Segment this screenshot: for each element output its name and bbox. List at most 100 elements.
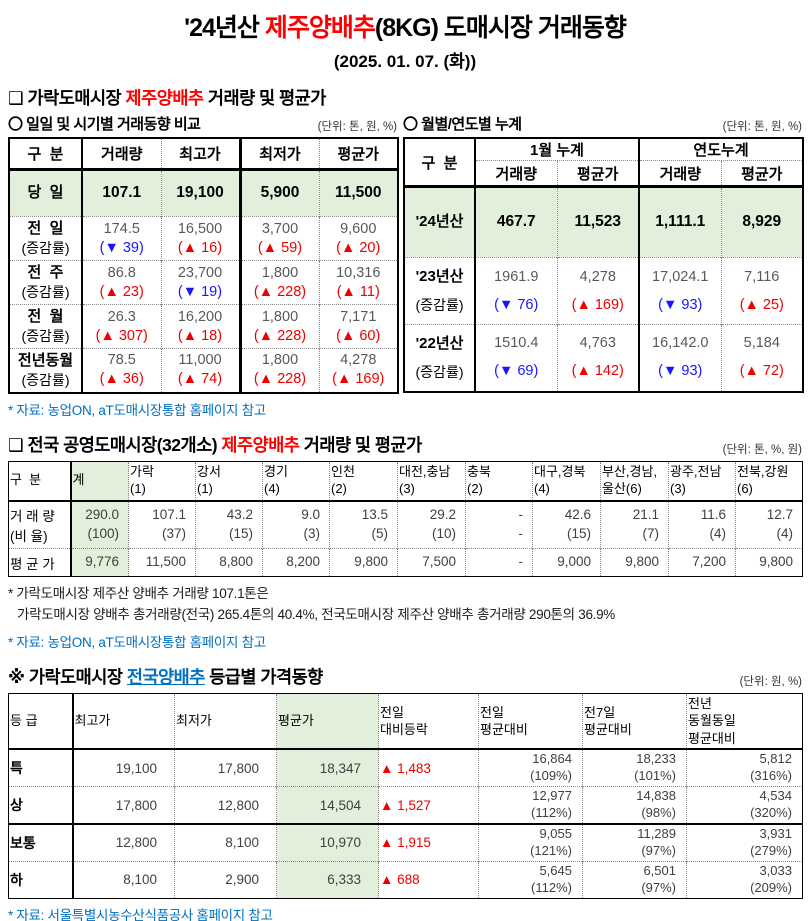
avg-price-cell: 18,347: [276, 749, 379, 787]
value: 9,600: [340, 220, 377, 237]
percent: (97%): [641, 842, 676, 858]
price-row: 평 균 가 9,776 11,500 8,800 8,200 9,800 7,500-9,0…: [8, 548, 803, 577]
volume-value: 13.5: [361, 506, 388, 522]
delta-value: (▲ 228): [253, 327, 307, 344]
data-cell: 5,184 (▲ 72): [720, 324, 804, 392]
data-cell: 9,776: [69, 548, 129, 577]
data-cell: 8,929: [720, 186, 804, 258]
column-header-line1: 충북: [467, 463, 491, 479]
column-header: 계: [69, 461, 129, 502]
column-header-line1: 대전,충남: [399, 463, 451, 479]
cumulative-unit-label: (단위: 톤, 원, %): [722, 121, 802, 133]
volume-value: 11.6: [700, 506, 726, 522]
grade-label: 하: [10, 871, 23, 888]
table-row: 보통 12,800 8,100 10,970 ▲ 1,915 9,055 (121%) 11,…: [8, 824, 803, 862]
volume-value: -: [518, 506, 524, 522]
grade-label: 보통: [10, 834, 36, 851]
column-header: 거래량: [81, 138, 161, 171]
section2-heading-product: 제주양배추: [221, 434, 300, 455]
prev-avg-cell: 5,645 (112%): [478, 861, 583, 899]
row-label: 전 일: [27, 220, 64, 238]
row-label-cell: 거 래 량 (비 율): [9, 501, 71, 549]
data-cell: 5,900: [238, 169, 319, 217]
daily-source-note: * 자료: 농업ON, aT도매시장통합 홈페이지 참고: [8, 402, 266, 418]
table-row: 전년동월 (증감률) 78.5 (▲ 36) 11,000 (▲ 74) 1,800 (▲ 2…: [9, 348, 398, 393]
max-price-cell: 8,100: [71, 861, 175, 899]
volume-value: 42.6: [564, 506, 591, 522]
delta-value: (▼ 93): [658, 363, 703, 380]
column-header: 최저가: [238, 138, 319, 171]
week7-avg-cell: 6,501 (97%): [582, 861, 687, 899]
column-header: 인천 (2): [329, 461, 398, 502]
column-header-line2: (1): [197, 480, 213, 496]
table-row: 전 월 (증감률) 26.3 (▲ 307) 16,200 (▲ 18) 1,800 (▲ 2…: [9, 304, 398, 349]
title-suffix: (8KG) 도매시장 거래동향: [374, 14, 627, 42]
group-header: 연도누계: [638, 138, 804, 161]
report-date: (2025. 01. 07. (화)): [333, 52, 477, 71]
value: 1,800: [261, 264, 299, 281]
row-label-cell: 평 균 가: [10, 556, 55, 572]
percent: (97%): [641, 879, 676, 895]
share-value: (15): [228, 525, 253, 541]
row-label-cell: '23년산 (증감률): [404, 258, 475, 325]
value: 14,838: [636, 788, 676, 804]
value: 3,700: [261, 220, 299, 237]
column-header: 평균가: [318, 138, 398, 171]
column-header: 경기 (4): [262, 461, 330, 502]
data-cell: 86.8 (▲ 23): [81, 260, 161, 305]
data-cell: 29.2 (10): [397, 500, 466, 549]
volume-value: 290.0: [85, 506, 119, 522]
header-row: 구 분 거래량 최고가 최저가 평균가: [9, 138, 398, 171]
row-sublabel: (증감률): [415, 296, 464, 313]
percent: (209%): [750, 879, 792, 895]
value: 1510.4: [494, 335, 539, 352]
delta-value: (▲ 228): [253, 371, 307, 388]
row-label-cell: 당 일: [9, 170, 82, 217]
value: 174.5: [103, 220, 140, 237]
data-cell: 7,200: [668, 548, 736, 577]
data-cell: 11,500: [128, 548, 196, 577]
section1-heading-product: 제주양배추: [125, 88, 205, 108]
share-value: (4): [776, 525, 794, 541]
column-header: 평균가: [556, 160, 640, 188]
grade-price-table: 등 급 최고가 최저가 평균가 전일 대비등락 전일 평균대비 전7일 평균대비 전년 동월동…: [8, 692, 803, 899]
column-header-line1: 인천: [331, 463, 355, 479]
column-header: 전년 동월동일 평균대비: [686, 693, 803, 751]
share-value: (7): [642, 525, 660, 541]
header-row: 구 분 1월 누계 연도누계: [404, 138, 804, 188]
data-cell: 12.7 (4): [735, 500, 803, 549]
share-value: (15): [566, 525, 591, 541]
row-sublabel: (증감률): [21, 371, 70, 388]
delta-value: (▲ 11): [336, 283, 380, 300]
column-header: 충북 (2): [465, 461, 533, 502]
percent: (112%): [531, 879, 572, 895]
delta-value: (▲ 25): [739, 296, 784, 313]
national-cabbage-link[interactable]: 전국양배추: [126, 666, 206, 687]
delta-value: (▲ 142): [571, 363, 624, 380]
value: 107.1: [102, 184, 142, 202]
data-cell: 11.6 (4): [668, 500, 736, 549]
data-cell: 4,278 (▲ 169): [556, 257, 640, 325]
value: 467.7: [496, 213, 536, 231]
prev-avg-cell: 12,977 (112%): [478, 786, 583, 825]
share-value: (37): [161, 525, 186, 541]
row-label: '22년산: [415, 334, 464, 352]
data-cell: 9,800: [735, 548, 803, 577]
data-cell: 10,316 (▲ 11): [318, 260, 398, 305]
value: 1,111.1: [655, 213, 706, 231]
column-header: 가락 (1): [128, 461, 196, 502]
row-sublabel: (비 율): [10, 528, 48, 544]
column-header-line1: 강서: [197, 463, 221, 479]
data-cell: 4,278 (▲ 169): [318, 348, 398, 393]
delta-cell: ▲ 1,915: [378, 824, 479, 862]
year-avg-cell: 4,534 (320%): [686, 786, 803, 825]
section3-heading-pre: ※ 가락도매시장: [8, 666, 127, 687]
delta-value: (▲ 59): [257, 239, 303, 256]
row-label: 전 월: [27, 308, 64, 326]
value: 16,864: [532, 751, 572, 767]
value: 6,501: [643, 862, 676, 878]
value: 4,534: [759, 788, 792, 804]
week7-avg-cell: 14,838 (98%): [582, 786, 687, 825]
year-avg-cell: 3,931 (279%): [686, 824, 803, 862]
column-header-line2: (4): [534, 480, 550, 496]
